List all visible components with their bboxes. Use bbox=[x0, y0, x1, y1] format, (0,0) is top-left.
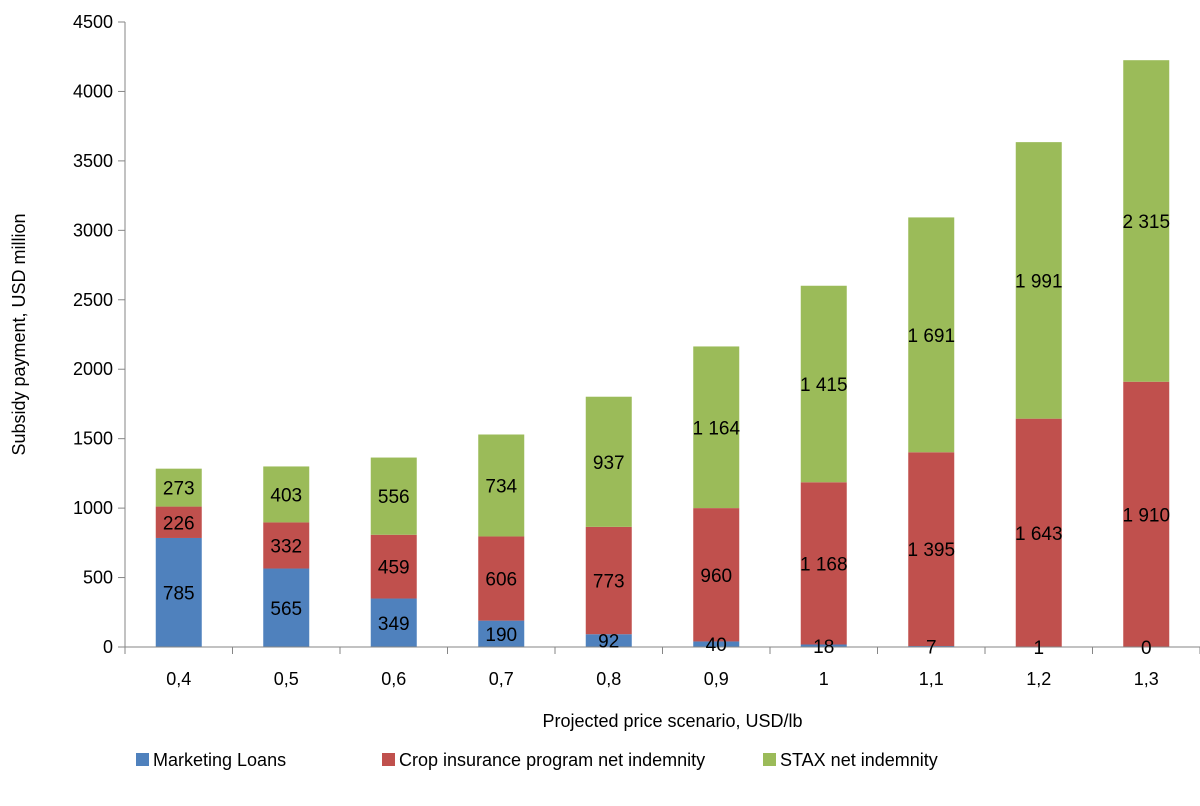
legend-label: Crop insurance program net indemnity bbox=[399, 750, 705, 770]
data-label: 40 bbox=[706, 635, 727, 656]
data-label: 1 691 bbox=[907, 326, 955, 347]
data-label: 7 bbox=[926, 638, 937, 659]
data-label: 734 bbox=[485, 476, 517, 497]
legend: Marketing Loans Crop insurance program ne… bbox=[136, 750, 938, 770]
x-axis-title: Projected price scenario, USD/lb bbox=[542, 711, 802, 731]
data-label: 606 bbox=[485, 570, 517, 591]
x-tick-label: 0,4 bbox=[166, 669, 191, 689]
data-label: 190 bbox=[485, 625, 517, 646]
x-tick-label: 1,1 bbox=[919, 669, 944, 689]
data-label: 1 168 bbox=[800, 554, 848, 575]
data-label: 1 643 bbox=[1015, 524, 1063, 545]
data-label: 1 164 bbox=[692, 418, 740, 439]
data-label: 18 bbox=[813, 637, 834, 658]
data-label: 459 bbox=[378, 558, 410, 579]
y-tick-label: 4000 bbox=[73, 81, 113, 101]
x-tick-label: 1,2 bbox=[1026, 669, 1051, 689]
legend-swatch bbox=[382, 753, 395, 766]
y-tick-label: 3000 bbox=[73, 220, 113, 240]
y-tick-label: 3500 bbox=[73, 151, 113, 171]
data-label: 773 bbox=[593, 572, 625, 593]
data-label: 785 bbox=[163, 583, 195, 604]
x-tick-label: 0,9 bbox=[704, 669, 729, 689]
data-label: 332 bbox=[270, 536, 302, 557]
data-label: 349 bbox=[378, 614, 410, 635]
data-label: 1 991 bbox=[1015, 271, 1063, 292]
data-label: 1 415 bbox=[800, 375, 848, 396]
data-label: 937 bbox=[593, 453, 625, 474]
legend-label: Marketing Loans bbox=[153, 750, 286, 770]
y-tick-label: 1000 bbox=[73, 498, 113, 518]
y-tick-label: 2000 bbox=[73, 359, 113, 379]
data-label: 1 bbox=[1033, 638, 1044, 659]
y-ticks: 0 500 1000 1500 2000 2500 3000 3500 4000 4500 bbox=[73, 12, 125, 657]
legend-swatch bbox=[763, 753, 776, 766]
legend-label: STAX net indemnity bbox=[780, 750, 938, 770]
x-tick-label: 0,6 bbox=[381, 669, 406, 689]
x-tick-label: 1 bbox=[819, 669, 829, 689]
data-label: 0 bbox=[1141, 638, 1152, 659]
data-label: 960 bbox=[700, 566, 732, 587]
x-tick-label: 0,5 bbox=[274, 669, 299, 689]
x-tick-label: 0,7 bbox=[489, 669, 514, 689]
data-label: 92 bbox=[598, 632, 619, 653]
data-label: 565 bbox=[270, 599, 302, 620]
data-label: 403 bbox=[270, 485, 302, 506]
data-label: 226 bbox=[163, 513, 195, 534]
y-axis-title: Subsidy payment, USD million bbox=[9, 213, 29, 455]
bars-layer bbox=[156, 60, 1170, 647]
data-label: 1 395 bbox=[907, 540, 955, 561]
data-label: 1 910 bbox=[1122, 505, 1170, 526]
y-tick-label: 2500 bbox=[73, 290, 113, 310]
data-label: 556 bbox=[378, 487, 410, 508]
legend-swatch bbox=[136, 753, 149, 766]
y-tick-label: 1500 bbox=[73, 429, 113, 449]
x-tick-label: 0,8 bbox=[596, 669, 621, 689]
data-label: 273 bbox=[163, 479, 195, 500]
y-tick-label: 500 bbox=[83, 568, 113, 588]
y-tick-label: 4500 bbox=[73, 12, 113, 32]
data-label: 2 315 bbox=[1122, 212, 1170, 233]
y-tick-label: 0 bbox=[103, 637, 113, 657]
x-tick-label: 1,3 bbox=[1134, 669, 1159, 689]
